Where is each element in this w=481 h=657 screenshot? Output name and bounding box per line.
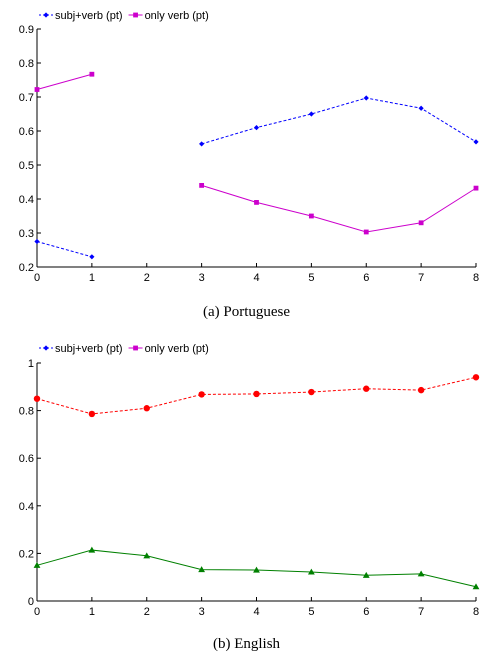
legend-label: only verb (pt) (145, 343, 209, 355)
series-2-point (417, 570, 425, 577)
series-1-point (473, 139, 479, 145)
series-2-point (363, 229, 369, 235)
y-tick-label: 0.5 (19, 160, 34, 172)
x-tick-label: 2 (144, 606, 150, 618)
chart-caption: (a) Portuguese (203, 304, 290, 320)
legend-label: only verb (pt) (145, 10, 209, 22)
series-2-point (362, 571, 370, 578)
y-tick-label: 0.2 (19, 548, 34, 560)
legend-label: subj+verb (pt) (55, 10, 123, 22)
y-tick-label: 0.3 (19, 228, 34, 240)
series-1-point (308, 388, 315, 396)
series-1-point (34, 238, 40, 245)
x-tick-label: 5 (308, 272, 314, 284)
series-2-point (473, 185, 479, 191)
series-1-point (198, 391, 205, 398)
legend-item-1: subj+verb (pt) (39, 343, 123, 355)
series-1-point (88, 410, 96, 418)
series-2-point (89, 71, 95, 77)
series-2-point (199, 183, 205, 188)
x-tick-label: 3 (199, 606, 205, 618)
legend-item-2: only verb (pt) (128, 343, 209, 355)
series-2-point (253, 566, 260, 573)
series-2-point (34, 87, 40, 92)
x-tick-label: 1 (89, 606, 95, 618)
x-tick-label: 8 (473, 606, 479, 618)
x-tick-label: 2 (144, 272, 150, 284)
x-tick-label: 0 (34, 606, 40, 618)
series-1-point (253, 390, 260, 398)
legend-label: subj+verb (pt) (55, 343, 123, 355)
x-tick-label: 3 (199, 272, 205, 284)
series-1-line (201, 97, 477, 145)
series-2-point (33, 561, 41, 568)
y-tick-label: 0.7 (19, 92, 34, 104)
series-2-point (418, 220, 424, 226)
x-tick-label: 1 (89, 272, 95, 284)
series-1-point (417, 386, 425, 394)
y-tick-label: 0.9 (19, 24, 34, 36)
series-1-point (308, 111, 314, 117)
x-tick-label: 6 (363, 606, 369, 618)
series-1-point (472, 374, 480, 381)
x-tick-label: 5 (308, 606, 314, 618)
series-1-point (89, 254, 95, 260)
x-tick-label: 4 (253, 272, 259, 284)
series-2-point (307, 568, 315, 575)
y-tick-label: 0 (28, 596, 34, 608)
series-1-point (363, 385, 370, 392)
series-1-point (199, 141, 205, 147)
series-2-point (88, 546, 96, 553)
legend-marker (43, 345, 49, 351)
chart-panel-2: 0 1 2 3 4 5 6 7 8 0 0.2 0.4 0.6 0.8 1 subj+verb (pt) onl… (19, 343, 480, 652)
series-2-point (143, 552, 151, 559)
legend-item-1: subj+verb (pt) (39, 10, 123, 22)
series-1-point (143, 405, 150, 412)
x-tick-label: 8 (473, 272, 479, 284)
chart-caption: (b) English (213, 636, 281, 652)
y-tick-label: 0.8 (19, 58, 34, 70)
legend-marker (43, 12, 49, 18)
legend-item-2: only verb (pt) (128, 10, 209, 22)
x-tick-label: 7 (418, 606, 424, 618)
chart-panel-1: 0 1 2 3 4 5 6 7 8 0.2 0.3 0.4 0.5 0.6 0.7 0.8 0.9 subj+ve… (19, 10, 479, 320)
series-1-line (36, 241, 93, 258)
y-tick-label: 0.2 (19, 262, 34, 274)
series-1-point (253, 125, 260, 131)
y-tick-label: 0.4 (19, 501, 34, 513)
y-tick-label: 1 (28, 358, 34, 370)
series-2-point (254, 200, 259, 205)
x-tick-label: 0 (34, 272, 40, 284)
series-2-point (472, 583, 480, 590)
x-tick-label: 6 (363, 272, 369, 284)
series-2-point (198, 566, 206, 573)
series-2-point (308, 213, 314, 219)
legend-marker (133, 345, 138, 351)
series-2-line (201, 184, 477, 233)
series-1-point (363, 95, 369, 101)
y-tick-label: 0.6 (19, 126, 34, 138)
series-1-line (36, 376, 477, 415)
series-2-line (36, 73, 93, 91)
legend-marker (133, 12, 138, 18)
series-1-point (33, 395, 41, 402)
y-tick-label: 0.4 (19, 194, 34, 206)
x-tick-label: 7 (418, 272, 424, 284)
x-tick-label: 4 (253, 606, 259, 618)
y-tick-label: 0.6 (19, 453, 34, 465)
series-1-point (418, 105, 424, 111)
y-tick-label: 0.8 (19, 406, 34, 418)
